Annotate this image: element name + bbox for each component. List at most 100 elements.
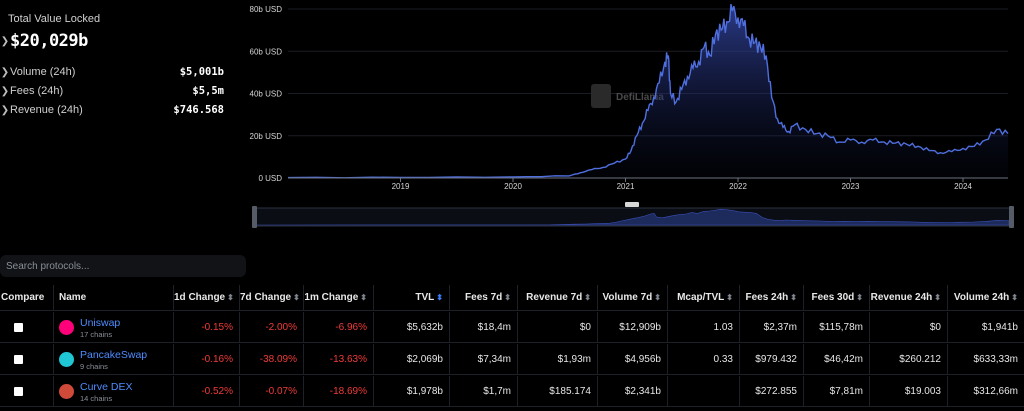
table-cell-1d-change: -0.52% — [174, 376, 240, 407]
stat-row-revenue[interactable]: ❯ Revenue (24h) $746.568 — [0, 104, 224, 116]
tvl-chart-svg: DefiLlama 80b USD 60b USD 40b USD 20b USD 0 … — [250, 3, 1014, 228]
compare-cell — [0, 376, 54, 407]
table-cell-tvl: $5,632b — [374, 312, 450, 343]
y-tick-label: 80b USD — [250, 5, 283, 14]
table-cell-revenue-24h: $260.212 — [870, 344, 948, 375]
protocol-chains: 14 chains — [80, 394, 113, 403]
name-cell — [54, 312, 174, 343]
x-tick-label: 2023 — [842, 182, 860, 191]
stat-row-volume[interactable]: ❯ Volume (24h) $5,001b — [0, 66, 224, 78]
col-header-tvl[interactable]: TVL ⬍ — [374, 285, 450, 311]
range-slider[interactable] — [252, 202, 1014, 228]
x-tick-label: 2024 — [954, 182, 972, 191]
col-header-fees-7d[interactable]: Fees 7d ⬍ — [450, 285, 518, 311]
table-row[interactable]: Curve DEX 14 chains -0.52% -0.07% -18.69% $1,… — [0, 376, 1024, 407]
table-cell-fees-7d: $18,4m — [450, 312, 518, 343]
table-cell-fees-30d: $7,81m — [804, 376, 870, 407]
stat-label-volume: Volume (24h) — [10, 66, 76, 78]
sort-icon[interactable]: ⬍ — [934, 293, 941, 302]
protocol-name-link[interactable]: PancakeSwap — [80, 349, 148, 361]
table-cell-volume-7d: $4,956b — [598, 344, 668, 375]
chevron-right-icon[interactable]: ❯ — [0, 85, 10, 97]
sort-icon[interactable]: ⬍ — [293, 293, 300, 302]
col-header-7d-change[interactable]: 7d Change ⬍ — [240, 285, 304, 311]
protocol-chains: 17 chains — [80, 330, 113, 339]
table-cell-volume-24h: $312,66m — [973, 386, 1018, 397]
col-header-volume-7d[interactable]: Volume 7d ⬍ — [598, 285, 668, 311]
table-cell-fees-30d: $115,78m — [804, 312, 870, 343]
table-row[interactable]: Uniswap 17 chains -0.15% -2.00% -6.96% $5,632… — [0, 312, 1024, 343]
col-header-revenue-24h[interactable]: Revenue 24h ⬍ — [870, 285, 948, 311]
table-cell-1m-change: -13.63% — [304, 344, 374, 375]
compare-cell — [0, 344, 54, 375]
search-box — [0, 255, 246, 277]
sort-icon[interactable]: ⬍ — [856, 293, 863, 302]
compare-checkbox[interactable] — [14, 323, 23, 332]
stat-value-volume: $5,001b — [179, 66, 224, 78]
tvl-series-line[interactable] — [287, 3, 1009, 179]
col-header-1m-change[interactable]: 1m Change ⬍ — [304, 285, 374, 311]
sort-icon[interactable]: ⬍ — [1011, 293, 1018, 302]
stat-value-revenue: $746.568 — [173, 104, 224, 116]
tvl-row[interactable]: ❯ $20,029b — [0, 31, 89, 51]
sort-icon[interactable]: ⬍ — [726, 293, 733, 302]
col-header-mcap-tvl[interactable]: Mcap/TVL ⬍ — [668, 285, 740, 311]
table-cell-volume-24h: $1,941b — [981, 322, 1018, 333]
compare-cell — [0, 312, 54, 343]
col-header-1d-change[interactable]: 1d Change ⬍ — [174, 285, 240, 311]
table-cell-1d-change: -0.16% — [174, 344, 240, 375]
sort-icon[interactable]: ⬍ — [360, 293, 367, 302]
y-tick-label: 40b USD — [250, 90, 283, 99]
table-cell-tvl: $2,069b — [374, 344, 450, 375]
table-cell-mcap-tvl — [668, 376, 740, 407]
chevron-right-icon[interactable]: ❯ — [0, 66, 10, 78]
col-header-fees-24h[interactable]: Fees 24h ⬍ — [740, 285, 804, 311]
table-cell-revenue-7d: $1,93m — [518, 344, 598, 375]
stat-value-fees: $5,5m — [192, 85, 224, 97]
protocol-name-link[interactable]: Curve DEX — [80, 381, 133, 393]
table-cell-1d-change: -0.15% — [174, 312, 240, 343]
sort-icon[interactable]: ⬍ — [790, 293, 797, 302]
name-cell — [54, 376, 174, 407]
stat-label-revenue: Revenue (24h) — [10, 104, 83, 116]
compare-checkbox[interactable] — [14, 387, 23, 396]
name-cell — [54, 344, 174, 375]
protocols-table: Compare Name 1d Change ⬍ 7d Change ⬍ 1m Ch… — [0, 285, 1024, 411]
range-slider-right-handle[interactable] — [1009, 206, 1014, 228]
table-cell-revenue-24h: $19.003 — [870, 376, 948, 407]
protocol-name-link[interactable]: Uniswap — [80, 317, 121, 329]
col-header-compare[interactable]: Compare — [0, 285, 54, 311]
chevron-right-icon[interactable]: ❯ — [0, 104, 10, 116]
sort-icon[interactable]: ⬍ — [654, 293, 661, 302]
table-cell-1m-change: -18.69% — [304, 376, 374, 407]
col-header-volume-24h[interactable]: Volume 24h ⬍ — [953, 292, 1018, 303]
table-cell-volume-7d: $2,341b — [598, 376, 668, 407]
chevron-right-icon[interactable]: ❯ — [0, 35, 10, 47]
table-cell-mcap-tvl: 1.03 — [668, 312, 740, 343]
sort-icon[interactable]: ⬍ — [436, 293, 443, 302]
sort-icon[interactable]: ⬍ — [504, 293, 511, 302]
table-cell-7d-change: -38.09% — [240, 344, 304, 375]
stats-panel: Total Value Locked ❯ $20,029b ❯ Volume (2… — [0, 0, 236, 236]
col-header-name[interactable]: Name — [54, 285, 174, 311]
compare-checkbox[interactable] — [14, 355, 23, 364]
sort-icon[interactable]: ⬍ — [584, 293, 591, 302]
table-cell-fees-24h: $272.855 — [740, 376, 804, 407]
stat-row-fees[interactable]: ❯ Fees (24h) $5,5m — [0, 85, 224, 97]
table-cell-volume-7d: $12,909b — [598, 312, 668, 343]
table-cell-fees-24h: $2,37m — [740, 312, 804, 343]
table-cell-7d-change: -0.07% — [240, 376, 304, 407]
table-cell-revenue-24h: $0 — [870, 312, 948, 343]
y-tick-label: 0 USD — [258, 174, 282, 183]
table-cell-fees-24h: $979.432 — [740, 344, 804, 375]
tvl-area-fill — [288, 4, 1008, 178]
col-header-revenue-7d[interactable]: Revenue 7d ⬍ — [518, 285, 598, 311]
range-slider-drag-handle[interactable] — [625, 202, 639, 207]
range-slider-left-handle[interactable] — [252, 206, 257, 228]
sort-icon[interactable]: ⬍ — [227, 293, 234, 302]
search-input[interactable] — [0, 255, 246, 277]
table-row[interactable]: PancakeSwap 9 chains -0.16% -38.09% -13.63% $… — [0, 344, 1024, 375]
table-cell-fees-30d: $46,42m — [804, 344, 870, 375]
x-tick-label: 2020 — [504, 182, 522, 191]
col-header-fees-30d[interactable]: Fees 30d ⬍ — [804, 285, 870, 311]
